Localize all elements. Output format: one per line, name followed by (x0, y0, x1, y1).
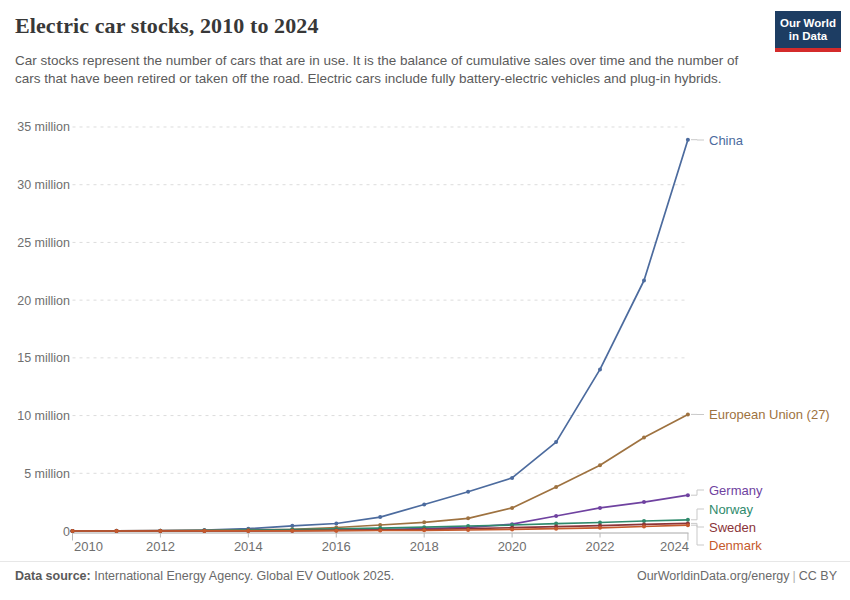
y-axis-tick-label: 10 million (17, 409, 70, 423)
data-point-european-union-27[interactable] (642, 436, 646, 440)
footer-attribution: OurWorldinData.org/energy|CC BY (637, 569, 837, 583)
y-axis-tick-label: 25 million (17, 236, 70, 250)
chart-subtitle: Car stocks represent the number of cars … (15, 52, 763, 88)
chart-svg: 0 5 million 10 million 15 million 20 million… (0, 110, 850, 558)
data-point-china[interactable] (466, 490, 470, 494)
data-point-european-union-27[interactable] (598, 463, 602, 467)
data-point-denmark[interactable] (466, 528, 470, 532)
data-point-denmark[interactable] (158, 529, 162, 533)
data-point-china[interactable] (378, 515, 382, 519)
data-point-denmark[interactable] (642, 525, 646, 529)
data-point-germany[interactable] (598, 506, 602, 510)
x-axis-tick-label: 2010 (74, 539, 103, 554)
label-connector-germany (691, 490, 704, 495)
license-badge: CC BY (799, 569, 837, 583)
y-axis-tick-label: 15 million (17, 351, 70, 365)
x-axis-tick-label: 2020 (498, 539, 527, 554)
data-point-denmark[interactable] (71, 529, 75, 533)
series-label-sweden[interactable]: Sweden (709, 520, 756, 535)
data-point-china[interactable] (598, 367, 602, 371)
chart-line-china[interactable] (73, 140, 688, 531)
x-axis-tick-label: 2018 (410, 539, 439, 554)
data-point-european-union-27[interactable] (510, 506, 514, 510)
label-connector-norway (691, 509, 704, 520)
data-point-china[interactable] (642, 279, 646, 283)
y-axis-tick-label: 0 (63, 525, 70, 539)
data-point-denmark[interactable] (422, 528, 426, 532)
series-label-denmark[interactable]: Denmark (709, 538, 762, 553)
y-axis-tick-label: 35 million (17, 120, 70, 134)
data-point-denmark[interactable] (378, 529, 382, 533)
series-label-norway[interactable]: Norway (709, 502, 754, 517)
series-label-china[interactable]: China (709, 133, 744, 148)
data-point-denmark[interactable] (246, 529, 250, 533)
data-point-china[interactable] (510, 476, 514, 480)
series-label-germany[interactable]: Germany (709, 483, 763, 498)
data-source-text: International Energy Agency. Global EV O… (91, 569, 394, 583)
chart-area: 0 5 million 10 million 15 million 20 million… (0, 110, 850, 558)
data-point-china[interactable] (686, 138, 690, 142)
owid-logo-line2: in Data (779, 30, 837, 43)
x-axis-tick-label: 2014 (234, 539, 263, 554)
data-point-china[interactable] (334, 522, 338, 526)
data-point-denmark[interactable] (115, 529, 119, 533)
x-axis-tick-label: 2012 (146, 539, 175, 554)
footer-divider (0, 561, 850, 562)
data-point-germany[interactable] (686, 493, 690, 497)
x-axis-tick-label: 2016 (322, 539, 351, 554)
data-point-norway[interactable] (686, 518, 690, 522)
data-point-germany[interactable] (642, 500, 646, 504)
data-point-european-union-27[interactable] (554, 485, 558, 489)
data-point-denmark[interactable] (598, 526, 602, 530)
x-axis-tick-label: 2022 (586, 539, 615, 554)
data-source-note: Data source: International Energy Agency… (15, 569, 394, 583)
data-point-china[interactable] (422, 503, 426, 507)
page-title: Electric car stocks, 2010 to 2024 (15, 13, 715, 39)
chart-line-european-union-27[interactable] (73, 414, 688, 531)
y-axis-tick-label: 20 million (17, 294, 70, 308)
data-point-denmark[interactable] (334, 529, 338, 533)
y-axis-tick-label: 5 million (24, 467, 70, 481)
label-connector-denmark (691, 525, 704, 545)
y-axis-tick-label: 30 million (17, 178, 70, 192)
data-point-china[interactable] (290, 524, 294, 528)
data-point-denmark[interactable] (290, 529, 294, 533)
series-label-european-union-27[interactable]: European Union (27) (709, 407, 830, 422)
data-point-european-union-27[interactable] (422, 520, 426, 524)
data-point-denmark[interactable] (554, 527, 558, 531)
data-point-european-union-27[interactable] (466, 516, 470, 520)
data-point-germany[interactable] (554, 514, 558, 518)
data-point-china[interactable] (554, 440, 558, 444)
owid-logo[interactable]: Our World in Data (775, 11, 841, 52)
x-axis-tick-label: 2024 (660, 539, 689, 554)
data-point-european-union-27[interactable] (686, 412, 690, 416)
data-point-denmark[interactable] (202, 529, 206, 533)
data-point-denmark[interactable] (510, 527, 514, 531)
footer-separator: | (790, 569, 799, 583)
owid-energy-link[interactable]: OurWorldinData.org/energy (637, 569, 790, 583)
data-point-denmark[interactable] (686, 523, 690, 527)
owid-logo-line1: Our World (779, 17, 837, 30)
data-source-label: Data source: (15, 569, 91, 583)
